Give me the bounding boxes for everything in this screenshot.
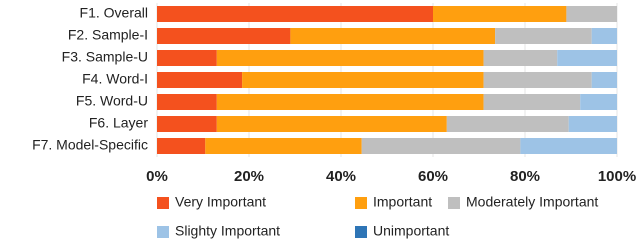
y-tick-label: F6. Layer — [89, 115, 148, 131]
x-tick-label: 40% — [326, 168, 356, 185]
bar-segment — [361, 138, 521, 154]
bar-segment — [157, 6, 433, 22]
legend-swatch — [355, 197, 367, 209]
y-tick-label: F4. Word-I — [82, 71, 148, 87]
x-tick-label: 0% — [146, 168, 168, 185]
bar-segment — [216, 116, 447, 132]
bar-segment — [157, 138, 206, 154]
bar-segment — [495, 28, 592, 44]
legend-swatch — [448, 197, 460, 209]
legend-label: Slighty Important — [175, 223, 280, 239]
bar-segment — [568, 116, 617, 132]
bar-segment — [216, 94, 484, 110]
legend-swatch — [355, 226, 367, 238]
bar-segment — [591, 72, 617, 88]
legend-swatch — [157, 226, 169, 238]
y-tick-label: F5. Word-U — [76, 93, 148, 109]
bar-segment — [205, 138, 362, 154]
bar-segment — [483, 50, 558, 66]
bar-segment — [157, 28, 291, 44]
bar-segment — [580, 94, 617, 110]
bar-segment — [483, 94, 581, 110]
bar-segment — [557, 50, 617, 66]
legend-label: Unimportant — [373, 223, 449, 239]
y-tick-label: F1. Overall — [80, 5, 148, 21]
x-tick-label: 100% — [598, 168, 636, 185]
bar-segment — [157, 116, 217, 132]
bar-segment — [216, 50, 484, 66]
legend-label: Moderately Important — [466, 194, 598, 210]
y-tick-label: F7. Model-Specific — [32, 137, 148, 153]
bar-segment — [242, 72, 484, 88]
bar-segment — [566, 6, 617, 22]
y-tick-label: F2. Sample-I — [68, 27, 148, 43]
bar-segment — [433, 6, 567, 22]
bar-segment — [520, 138, 617, 154]
x-tick-label: 60% — [418, 168, 448, 185]
legend-label: Important — [373, 194, 432, 210]
legend-swatch — [157, 197, 169, 209]
bar-segment — [157, 94, 217, 110]
bar-segment — [290, 28, 496, 44]
x-tick-label: 20% — [234, 168, 264, 185]
bar-segment — [157, 50, 217, 66]
legend-label: Very Important — [175, 194, 266, 210]
bar-segment — [157, 72, 243, 88]
x-tick-label: 80% — [510, 168, 540, 185]
y-tick-label: F3. Sample-U — [62, 49, 148, 65]
bar-segment — [483, 72, 592, 88]
bar-segment — [591, 28, 617, 44]
bar-segment — [446, 116, 569, 132]
